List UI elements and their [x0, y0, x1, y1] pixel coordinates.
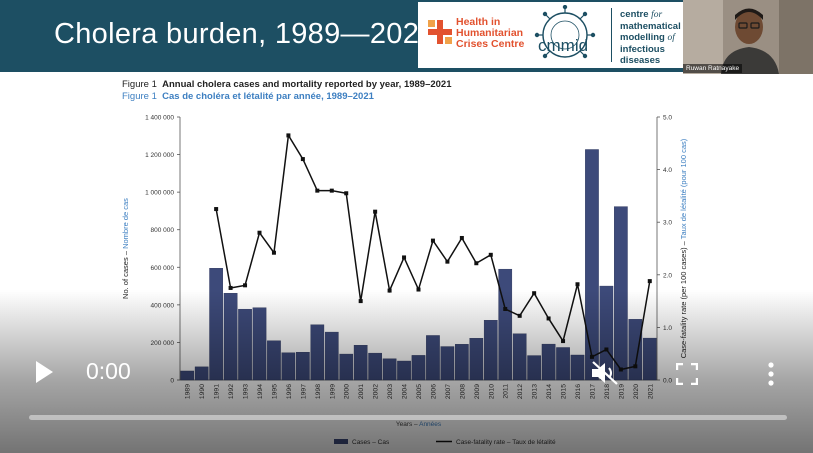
- play-icon[interactable]: [36, 361, 53, 383]
- left-tick-label: 800 000: [151, 227, 175, 234]
- cmmid-logo-icon: [534, 5, 596, 59]
- more-vert-icon[interactable]: [766, 361, 776, 387]
- progress-bar[interactable]: [29, 415, 787, 420]
- left-tick-label: 1 400 000: [145, 115, 174, 122]
- cfr-point-1997: [300, 157, 305, 162]
- cfr-point-1995: [271, 250, 276, 255]
- logo-divider: [611, 8, 612, 62]
- cmmid-logo-text: cmmid: [538, 36, 589, 55]
- cfr-point-1993: [243, 283, 248, 288]
- left-tick-label: 1 000 000: [145, 190, 174, 197]
- cfr-point-2000: [344, 191, 349, 196]
- figure-caption: Figure 1 Annual cholera cases and mortal…: [122, 79, 452, 102]
- left-axis-title-fr: Nombre de cas: [121, 198, 130, 249]
- logo-panel: [418, 2, 686, 68]
- right-tick-label: 4.0: [663, 167, 672, 174]
- hhcc-logo-line: Crises Centre: [456, 38, 525, 50]
- cfr-point-1992: [228, 285, 233, 290]
- hhcc-logo-line: Health in: [456, 16, 501, 28]
- slide-title: Cholera burden, 1989—2021: [54, 18, 436, 50]
- cfr-point-1996: [286, 133, 291, 138]
- left-tick-label: 600 000: [151, 265, 175, 272]
- right-axis-title-fr: Taux de létalité (pour 100 cas): [679, 138, 688, 239]
- cmmid-description: centre for mathematical modelling of inf…: [620, 9, 681, 66]
- webcam-thumbnail: [683, 0, 813, 74]
- cfr-point-2002: [373, 209, 378, 214]
- cfr-point-2016: [575, 282, 580, 287]
- right-tick-label: 2.0: [663, 272, 672, 279]
- hhcc-logo-line: Humanitarian: [456, 27, 524, 39]
- playback-time: 0:00: [86, 358, 131, 384]
- volume-muted-icon[interactable]: [590, 360, 620, 386]
- video-controls-shade: [0, 290, 813, 453]
- cfr-point-2009: [474, 261, 479, 266]
- hhcc-logo-icon: [428, 20, 452, 44]
- cfr-point-2008: [459, 235, 464, 240]
- cfr-point-2006: [430, 238, 435, 243]
- cfr-point-1994: [257, 230, 262, 235]
- cfr-point-2007: [445, 259, 450, 264]
- cfr-point-2004: [402, 255, 407, 260]
- cfr-point-1998: [315, 188, 320, 193]
- left-axis-title-en: No. of cases –: [121, 249, 130, 299]
- cfr-point-2005: [416, 287, 421, 292]
- cfr-point-1999: [329, 188, 334, 193]
- hhcc-logo-text: Health in Humanitarian Crises Centre: [456, 17, 524, 50]
- participant-name: Ruwan Ratnayake: [683, 64, 743, 73]
- cfr-point-1991: [214, 207, 219, 212]
- cfr-point-2010: [488, 252, 493, 257]
- fullscreen-icon[interactable]: [676, 363, 698, 385]
- right-tick-label: 5.0: [663, 115, 672, 122]
- right-tick-label: 3.0: [663, 220, 672, 227]
- left-tick-label: 1 200 000: [145, 152, 174, 159]
- left-axis-title: No. of cases – Nombre de cas: [121, 198, 130, 299]
- cfr-point-2021: [647, 279, 652, 284]
